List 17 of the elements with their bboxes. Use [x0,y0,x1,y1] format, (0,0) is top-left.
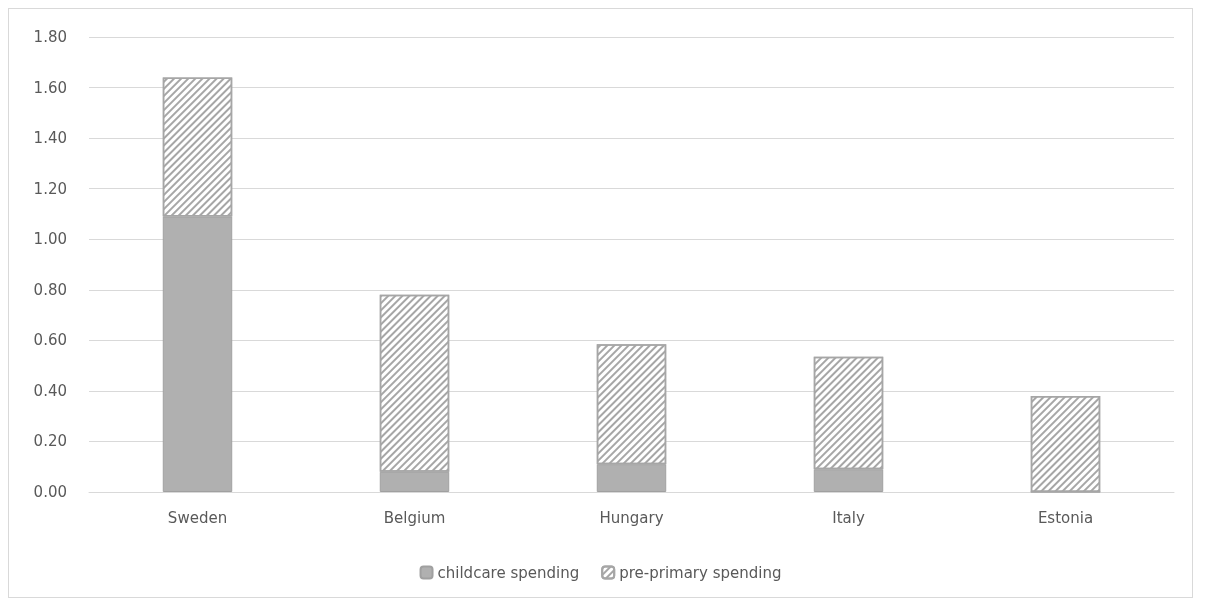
y-tick-label: 1.40 [33,129,67,148]
y-tick-label: 0.40 [33,381,67,400]
y-tick-label: 0.60 [33,331,67,350]
legend-label: childcare spending [437,563,580,582]
y-tick-label: 0.80 [33,280,67,299]
y-tick-label: 0.20 [33,432,67,451]
y-tick-label: 0.00 [33,483,67,501]
x-tick-label: Sweden [167,508,228,527]
y-tick-label: 1.20 [33,179,67,198]
y-tick-label: 1.60 [33,78,67,97]
x-tick-label: Italy [832,508,865,527]
x-tick-label: Hungary [599,508,664,527]
legend-label: pre-primary spending [619,563,782,582]
x-tick-label: Estonia [1037,508,1094,527]
y-tick-label: 1.80 [33,28,67,46]
y-tick-label: 1.00 [33,230,67,249]
x-tick-label: Belgium [383,508,446,527]
